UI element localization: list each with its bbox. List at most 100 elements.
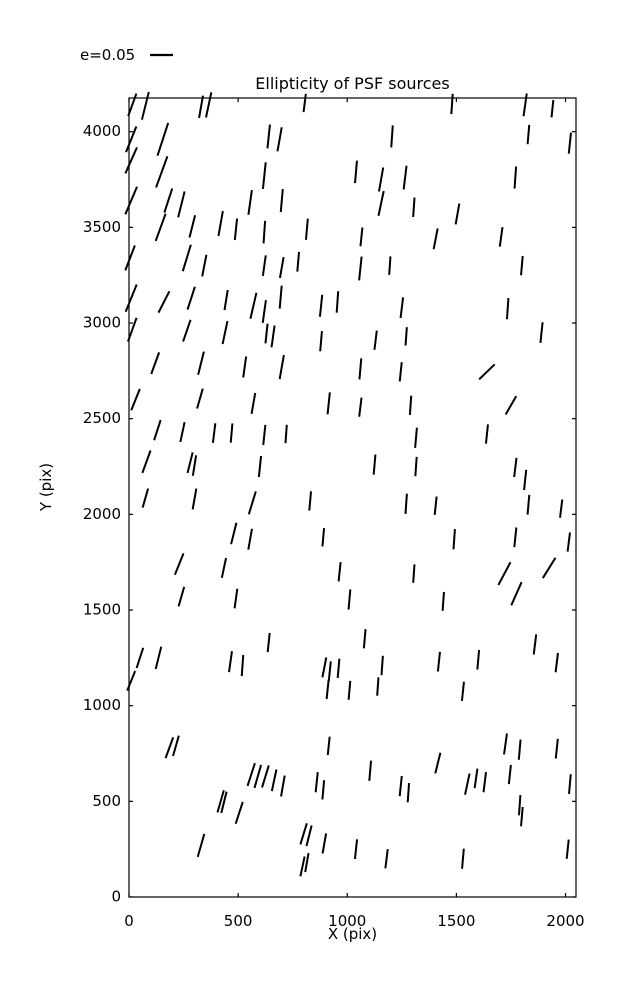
whisker bbox=[461, 848, 465, 869]
whisker bbox=[513, 166, 518, 189]
whisker bbox=[565, 839, 570, 859]
whisker bbox=[337, 562, 342, 582]
whisker bbox=[124, 146, 138, 174]
whisker bbox=[321, 833, 328, 854]
whisker bbox=[550, 99, 555, 118]
tick-label: 1500 bbox=[83, 601, 121, 619]
whisker bbox=[276, 127, 283, 152]
whisker bbox=[247, 190, 253, 215]
whisker bbox=[125, 126, 138, 153]
whisker bbox=[221, 320, 229, 345]
whisker bbox=[140, 91, 150, 120]
whisker bbox=[507, 764, 512, 785]
whisker bbox=[321, 657, 328, 678]
whisker bbox=[568, 774, 572, 795]
whisker bbox=[186, 452, 194, 474]
whisker bbox=[412, 564, 416, 583]
whisker bbox=[141, 488, 150, 508]
whisker bbox=[359, 227, 364, 247]
tick-label: 2500 bbox=[83, 409, 121, 427]
whisker bbox=[404, 493, 408, 514]
whisker bbox=[376, 677, 380, 696]
ellipticity-scale-legend-label: e=0.05 bbox=[80, 46, 136, 64]
whisker bbox=[299, 856, 306, 877]
whisker bbox=[155, 155, 169, 188]
whisker bbox=[504, 395, 518, 415]
tick-label: 3500 bbox=[83, 218, 121, 236]
whisker bbox=[335, 291, 340, 313]
whisker bbox=[198, 95, 204, 119]
whisker bbox=[559, 499, 564, 518]
whisker bbox=[433, 496, 438, 515]
whisker bbox=[253, 764, 263, 789]
whisker bbox=[163, 188, 174, 213]
whisker bbox=[450, 93, 454, 115]
whisker bbox=[278, 354, 285, 380]
tick-label: 3000 bbox=[83, 314, 121, 332]
whisker bbox=[278, 256, 285, 279]
whisker bbox=[220, 791, 228, 814]
whisker bbox=[150, 352, 161, 375]
whisker bbox=[554, 652, 559, 673]
whisker bbox=[358, 397, 363, 417]
whisker bbox=[314, 772, 319, 793]
whisker bbox=[154, 213, 167, 242]
whisker bbox=[460, 681, 465, 702]
whisker bbox=[302, 93, 307, 113]
tick-label: 500 bbox=[92, 792, 121, 810]
whisker bbox=[191, 455, 198, 476]
whisker bbox=[412, 197, 416, 217]
tick-label: 0 bbox=[124, 912, 134, 930]
whisker bbox=[482, 772, 487, 793]
whisker bbox=[262, 424, 267, 446]
whisker bbox=[404, 327, 408, 346]
whisker bbox=[249, 292, 258, 320]
whisker bbox=[523, 469, 528, 491]
whisker bbox=[181, 244, 192, 272]
whisker bbox=[197, 351, 205, 376]
tick-label: 1000 bbox=[328, 912, 366, 930]
whisker bbox=[156, 122, 170, 157]
whisker bbox=[325, 679, 330, 700]
whisker bbox=[280, 775, 286, 797]
whisker bbox=[505, 298, 510, 320]
whisker bbox=[247, 491, 257, 515]
whisker bbox=[308, 491, 312, 511]
whisker bbox=[135, 647, 145, 669]
whisker bbox=[205, 92, 213, 118]
whisker bbox=[476, 649, 481, 670]
whisker bbox=[270, 325, 276, 348]
whisker bbox=[217, 210, 224, 237]
whisker bbox=[264, 323, 269, 344]
whisker bbox=[513, 527, 518, 548]
whisker bbox=[358, 256, 363, 281]
whisker bbox=[233, 218, 239, 241]
whisker bbox=[566, 532, 571, 552]
whisker bbox=[266, 632, 271, 653]
tick-label: 2000 bbox=[546, 912, 584, 930]
whisker bbox=[497, 561, 512, 586]
whisker bbox=[347, 680, 352, 700]
whisker bbox=[270, 769, 278, 792]
whisker bbox=[182, 319, 192, 342]
whisker bbox=[261, 765, 270, 788]
whisker bbox=[388, 256, 392, 275]
whisker bbox=[347, 589, 352, 610]
whisker bbox=[318, 294, 324, 317]
whisker bbox=[216, 790, 225, 813]
whisker bbox=[262, 220, 267, 244]
tick-label: 2000 bbox=[83, 505, 121, 523]
whisker bbox=[327, 661, 332, 682]
whisker bbox=[278, 285, 283, 309]
whisker bbox=[517, 795, 522, 816]
whisker bbox=[154, 646, 163, 670]
whisker bbox=[414, 456, 418, 477]
whisker bbox=[358, 358, 363, 380]
whisker bbox=[436, 651, 441, 672]
whisker bbox=[240, 654, 245, 677]
whisker bbox=[279, 189, 284, 213]
whisker bbox=[432, 228, 439, 250]
whisker bbox=[541, 557, 557, 579]
tick-label: 4000 bbox=[83, 122, 121, 140]
whisker bbox=[141, 450, 152, 474]
